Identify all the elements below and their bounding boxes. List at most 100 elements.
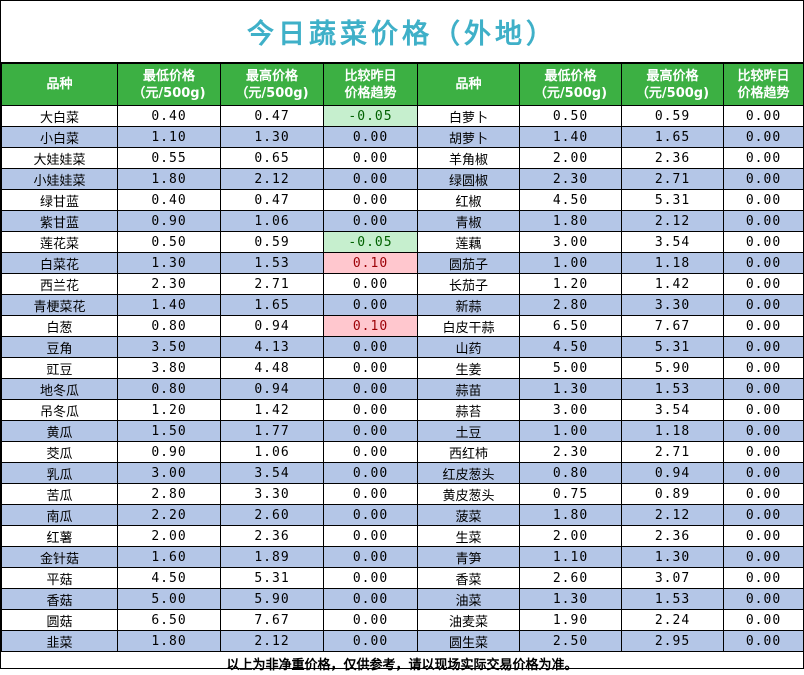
table-row: 西兰花 2.30 2.71 0.00 长茄子 1.20 1.42 0.00 — [1, 273, 804, 295]
cell-price-change-right: 0.00 — [723, 441, 804, 463]
cell-name-right: 白皮干蒜 — [417, 315, 520, 337]
cell-price-change-left: -0.05 — [323, 231, 418, 253]
cell-min-price-left: 0.55 — [117, 147, 221, 169]
cell-price-change-right: 0.00 — [723, 168, 804, 190]
cell-max-price-right: 2.95 — [621, 630, 724, 652]
cell-max-price-right: 0.94 — [621, 462, 724, 484]
cell-name-right: 长茄子 — [417, 273, 520, 295]
cell-min-price-left: 0.90 — [117, 210, 221, 232]
cell-price-change-left: 0.00 — [323, 546, 418, 568]
cell-name-left: 大娃娃菜 — [1, 147, 118, 169]
cell-min-price-right: 2.00 — [519, 147, 622, 169]
cell-min-price-right: 2.30 — [519, 441, 622, 463]
cell-name-left: 紫甘蓝 — [1, 210, 118, 232]
cell-name-right: 圆生菜 — [417, 630, 520, 652]
cell-max-price-left: 2.12 — [220, 168, 324, 190]
cell-name-right: 新蒜 — [417, 294, 520, 316]
cell-name-left: 苦瓜 — [1, 483, 118, 505]
cell-price-change-right: 0.00 — [723, 399, 804, 421]
table-row: 苦瓜 2.80 3.30 0.00 黄皮葱头 0.75 0.89 0.00 — [1, 483, 804, 505]
cell-max-price-left: 4.13 — [220, 336, 324, 358]
cell-name-left: 绿甘蓝 — [1, 189, 118, 211]
cell-name-right: 羊角椒 — [417, 147, 520, 169]
cell-max-price-left: 1.77 — [220, 420, 324, 442]
table-row: 白葱 0.80 0.94 0.10 白皮干蒜 6.50 7.67 0.00 — [1, 315, 804, 337]
cell-price-change-left: 0.00 — [323, 483, 418, 505]
cell-name-right: 土豆 — [417, 420, 520, 442]
table-row: 豇豆 3.80 4.48 0.00 生姜 5.00 5.90 0.00 — [1, 357, 804, 379]
cell-max-price-left: 1.06 — [220, 210, 324, 232]
cell-name-left: 黄瓜 — [1, 420, 118, 442]
cell-price-change-left: 0.00 — [323, 525, 418, 547]
cell-max-price-right: 1.42 — [621, 273, 724, 295]
cell-max-price-left: 7.67 — [220, 609, 324, 631]
cell-price-change-left: 0.00 — [323, 378, 418, 400]
cell-min-price-right: 1.30 — [519, 588, 622, 610]
cell-max-price-left: 1.65 — [220, 294, 324, 316]
table-row: 大娃娃菜 0.55 0.65 0.00 羊角椒 2.00 2.36 0.00 — [1, 147, 804, 169]
cell-price-change-right: 0.00 — [723, 504, 804, 526]
cell-min-price-left: 2.80 — [117, 483, 221, 505]
cell-price-change-right: 0.00 — [723, 126, 804, 148]
cell-name-left: 圆菇 — [1, 609, 118, 631]
cell-max-price-right: 0.89 — [621, 483, 724, 505]
cell-price-change-left: 0.00 — [323, 147, 418, 169]
cell-price-change-right: 0.00 — [723, 567, 804, 589]
cell-min-price-left: 0.80 — [117, 315, 221, 337]
cell-min-price-left: 0.40 — [117, 189, 221, 211]
cell-price-change-left: 0.00 — [323, 294, 418, 316]
cell-name-right: 油麦菜 — [417, 609, 520, 631]
cell-name-right: 红皮葱头 — [417, 462, 520, 484]
cell-price-change-right: 0.00 — [723, 525, 804, 547]
cell-price-change-right: 0.00 — [723, 462, 804, 484]
cell-price-change-left: 0.00 — [323, 420, 418, 442]
table-row: 金针菇 1.60 1.89 0.00 青笋 1.10 1.30 0.00 — [1, 546, 804, 568]
cell-name-left: 青梗菜花 — [1, 294, 118, 316]
cell-max-price-left: 5.90 — [220, 588, 324, 610]
cell-name-left: 大白菜 — [1, 105, 118, 127]
cell-price-change-right: 0.00 — [723, 630, 804, 652]
cell-min-price-right: 2.50 — [519, 630, 622, 652]
cell-max-price-left: 1.30 — [220, 126, 324, 148]
table-row: 豆角 3.50 4.13 0.00 山药 4.50 5.31 0.00 — [1, 336, 804, 358]
cell-max-price-left: 0.47 — [220, 105, 324, 127]
table-row: 青梗菜花 1.40 1.65 0.00 新蒜 2.80 3.30 0.00 — [1, 294, 804, 316]
cell-min-price-right: 3.00 — [519, 399, 622, 421]
cell-min-price-left: 3.80 — [117, 357, 221, 379]
cell-name-left: 白葱 — [1, 315, 118, 337]
cell-price-change-left: 0.10 — [323, 252, 418, 274]
cell-max-price-right: 2.24 — [621, 609, 724, 631]
cell-max-price-right: 2.71 — [621, 168, 724, 190]
cell-max-price-right: 5.31 — [621, 189, 724, 211]
cell-name-left: 南瓜 — [1, 504, 118, 526]
cell-min-price-right: 1.00 — [519, 252, 622, 274]
cell-name-left: 吊冬瓜 — [1, 399, 118, 421]
cell-price-change-left: 0.00 — [323, 357, 418, 379]
cell-min-price-right: 1.90 — [519, 609, 622, 631]
cell-price-change-right: 0.00 — [723, 420, 804, 442]
cell-max-price-right: 3.54 — [621, 231, 724, 253]
cell-price-change-left: 0.00 — [323, 630, 418, 652]
cell-min-price-left: 6.50 — [117, 609, 221, 631]
cell-min-price-right: 1.00 — [519, 420, 622, 442]
cell-name-left: 地冬瓜 — [1, 378, 118, 400]
cell-max-price-left: 1.53 — [220, 252, 324, 274]
cell-min-price-right: 6.50 — [519, 315, 622, 337]
cell-max-price-right: 1.65 — [621, 126, 724, 148]
cell-price-change-right: 0.00 — [723, 210, 804, 232]
header-name-right: 品种 — [417, 63, 520, 106]
cell-price-change-left: 0.00 — [323, 462, 418, 484]
cell-min-price-right: 2.00 — [519, 525, 622, 547]
cell-name-left: 平菇 — [1, 567, 118, 589]
cell-max-price-left: 1.42 — [220, 399, 324, 421]
cell-min-price-left: 5.00 — [117, 588, 221, 610]
cell-max-price-left: 0.59 — [220, 231, 324, 253]
cell-name-right: 白萝卜 — [417, 105, 520, 127]
cell-name-left: 茭瓜 — [1, 441, 118, 463]
cell-price-change-left: 0.00 — [323, 567, 418, 589]
cell-max-price-left: 2.12 — [220, 630, 324, 652]
cell-min-price-left: 2.00 — [117, 525, 221, 547]
cell-min-price-left: 1.40 — [117, 294, 221, 316]
cell-price-change-right: 0.00 — [723, 231, 804, 253]
